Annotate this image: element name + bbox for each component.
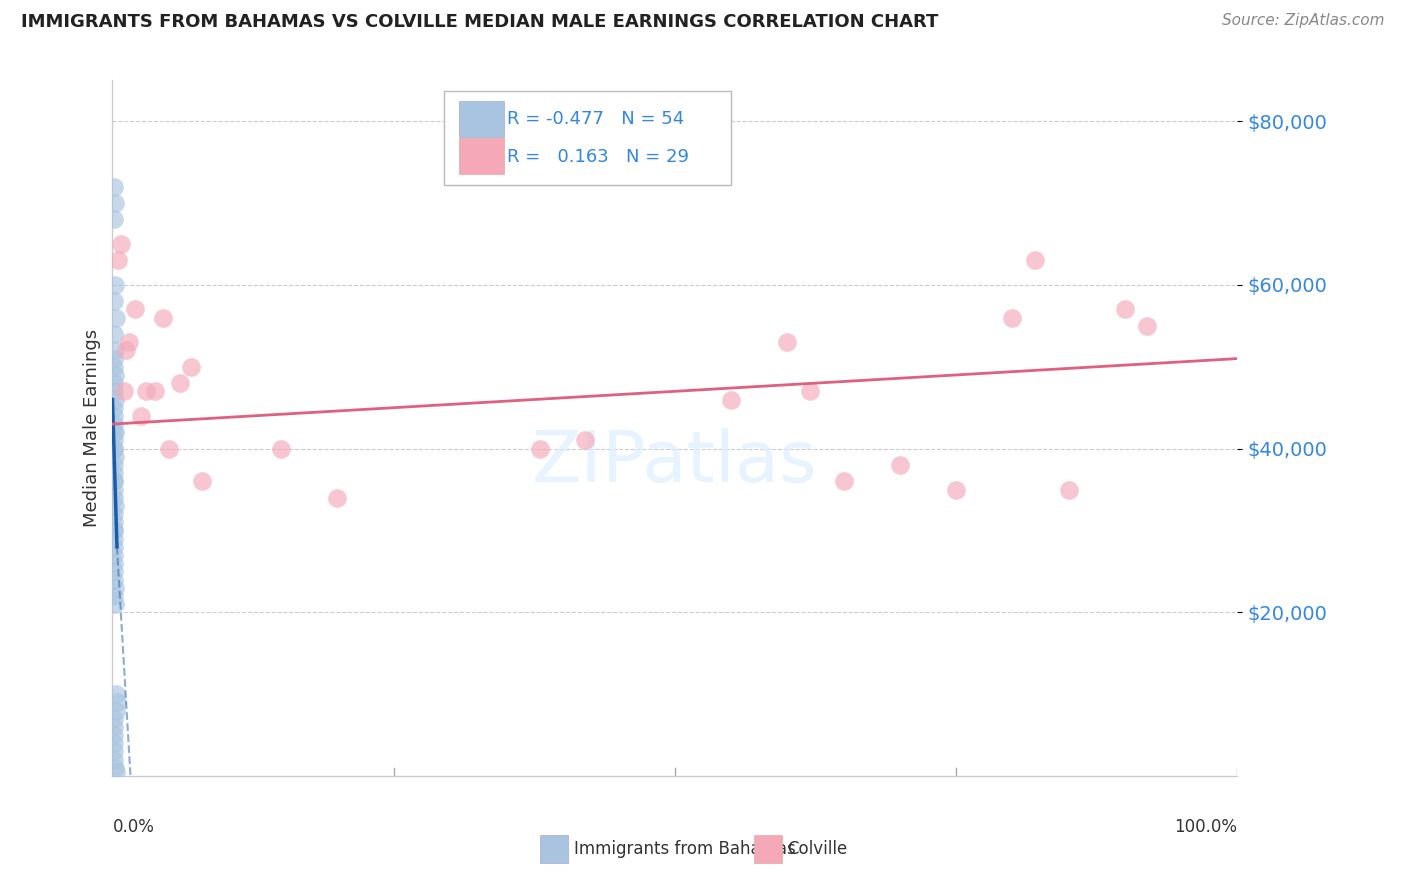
Point bbox=[104, 368, 127, 382]
Point bbox=[103, 744, 125, 758]
Point bbox=[720, 392, 742, 407]
Point bbox=[104, 392, 127, 407]
Point bbox=[191, 475, 214, 489]
Point bbox=[103, 736, 125, 750]
Text: 0.0%: 0.0% bbox=[112, 818, 155, 836]
Point bbox=[104, 581, 127, 595]
Point bbox=[103, 475, 125, 489]
Point bbox=[326, 491, 349, 505]
Point bbox=[103, 417, 125, 431]
Point bbox=[1057, 483, 1080, 497]
Point bbox=[103, 507, 125, 521]
Point bbox=[103, 466, 125, 480]
Point bbox=[103, 556, 125, 570]
Text: Colville: Colville bbox=[787, 840, 848, 858]
Point bbox=[103, 532, 125, 546]
Bar bbox=[540, 835, 568, 863]
Text: Immigrants from Bahamas: Immigrants from Bahamas bbox=[574, 840, 796, 858]
Point bbox=[799, 384, 821, 399]
Point bbox=[103, 409, 125, 423]
Point bbox=[103, 401, 125, 415]
Point bbox=[110, 237, 132, 252]
Point bbox=[103, 376, 125, 391]
Text: R = -0.477   N = 54: R = -0.477 N = 54 bbox=[508, 111, 685, 128]
Point bbox=[103, 548, 125, 562]
Point bbox=[169, 376, 191, 391]
Text: R =   0.163   N = 29: R = 0.163 N = 29 bbox=[508, 148, 689, 166]
Point bbox=[180, 359, 202, 374]
Point bbox=[103, 524, 125, 538]
Bar bbox=[754, 835, 782, 863]
Point bbox=[112, 384, 135, 399]
Point bbox=[103, 359, 125, 374]
FancyBboxPatch shape bbox=[444, 91, 731, 185]
Text: Source: ZipAtlas.com: Source: ZipAtlas.com bbox=[1222, 13, 1385, 29]
Point bbox=[1001, 310, 1024, 325]
Point bbox=[129, 409, 152, 423]
Point bbox=[103, 573, 125, 587]
Point bbox=[945, 483, 967, 497]
Point bbox=[103, 442, 125, 456]
Point bbox=[104, 761, 127, 775]
Point bbox=[107, 253, 129, 268]
Point bbox=[103, 524, 125, 538]
Point bbox=[104, 597, 127, 611]
Point bbox=[103, 491, 125, 505]
Point bbox=[103, 753, 125, 767]
Point bbox=[1136, 318, 1159, 333]
Point bbox=[889, 458, 911, 472]
Point bbox=[103, 384, 125, 399]
Point bbox=[135, 384, 157, 399]
Point bbox=[1114, 302, 1136, 317]
Point bbox=[103, 458, 125, 472]
FancyBboxPatch shape bbox=[458, 138, 503, 174]
Point bbox=[103, 712, 125, 726]
Point bbox=[832, 475, 855, 489]
Point bbox=[105, 695, 128, 709]
Point bbox=[115, 343, 138, 358]
Point bbox=[103, 483, 125, 497]
Point bbox=[1024, 253, 1046, 268]
Point bbox=[104, 704, 127, 718]
Point bbox=[104, 343, 127, 358]
Point bbox=[103, 294, 125, 309]
Point bbox=[118, 335, 141, 350]
Point bbox=[103, 720, 125, 734]
Point bbox=[104, 196, 127, 211]
Point bbox=[103, 442, 125, 456]
Point bbox=[103, 565, 125, 579]
Point bbox=[104, 687, 127, 701]
Point bbox=[103, 326, 125, 341]
Point bbox=[104, 310, 127, 325]
Point bbox=[103, 212, 125, 227]
Point bbox=[104, 425, 127, 440]
Point bbox=[270, 442, 292, 456]
Point bbox=[104, 764, 127, 779]
Point bbox=[124, 302, 146, 317]
Point bbox=[104, 450, 127, 464]
Text: 100.0%: 100.0% bbox=[1174, 818, 1237, 836]
Point bbox=[103, 589, 125, 603]
Point bbox=[574, 434, 596, 448]
Point bbox=[152, 310, 174, 325]
Point bbox=[103, 728, 125, 742]
Point bbox=[104, 277, 127, 292]
Point bbox=[776, 335, 799, 350]
Point bbox=[103, 351, 125, 366]
Text: IMMIGRANTS FROM BAHAMAS VS COLVILLE MEDIAN MALE EARNINGS CORRELATION CHART: IMMIGRANTS FROM BAHAMAS VS COLVILLE MEDI… bbox=[21, 13, 938, 31]
Point bbox=[157, 442, 180, 456]
FancyBboxPatch shape bbox=[458, 101, 503, 137]
Text: ZIPatlas: ZIPatlas bbox=[531, 428, 818, 498]
Point bbox=[143, 384, 166, 399]
Point bbox=[103, 540, 125, 554]
Point bbox=[529, 442, 551, 456]
Point bbox=[103, 516, 125, 530]
Point bbox=[103, 425, 125, 440]
Point bbox=[103, 434, 125, 448]
Y-axis label: Median Male Earnings: Median Male Earnings bbox=[83, 329, 101, 527]
Point bbox=[104, 499, 127, 513]
Point bbox=[103, 475, 125, 489]
Point bbox=[103, 179, 125, 194]
